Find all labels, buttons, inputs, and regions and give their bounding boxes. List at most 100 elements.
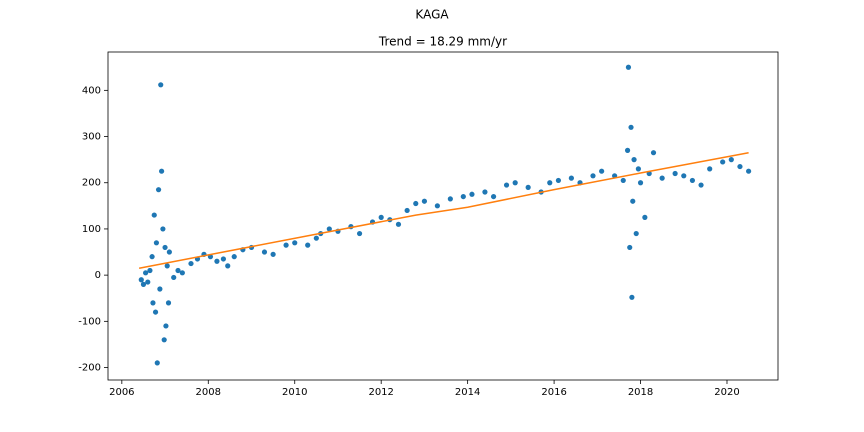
x-tick-label: 2006	[109, 387, 134, 398]
data-point	[469, 191, 475, 197]
data-point	[270, 251, 276, 257]
data-point	[413, 200, 419, 207]
axes-title: Trend = 18.29 mm/yr	[378, 35, 507, 49]
data-point	[140, 281, 147, 287]
data-point	[143, 270, 149, 276]
data-point	[555, 177, 562, 184]
data-point	[292, 240, 298, 246]
x-tick-label: 2012	[368, 387, 393, 398]
data-point	[283, 242, 289, 248]
data-point	[147, 267, 153, 274]
y-tick-label: 200	[82, 178, 101, 189]
y-tick-label: 0	[95, 270, 101, 281]
data-point	[599, 168, 605, 174]
data-point	[737, 163, 743, 170]
data-point	[378, 214, 384, 220]
data-point	[151, 212, 157, 218]
data-point	[214, 258, 220, 264]
data-point	[512, 180, 518, 186]
data-point	[490, 193, 497, 200]
data-point	[421, 198, 428, 204]
y-tick-label: -200	[78, 363, 101, 374]
data-point	[175, 267, 181, 274]
data-point	[163, 323, 169, 329]
data-point	[179, 270, 185, 276]
data-point	[150, 300, 156, 306]
data-point	[746, 168, 752, 174]
data-point	[637, 180, 644, 186]
data-point	[650, 150, 657, 156]
data-point	[659, 175, 665, 181]
y-tick-label: 400	[82, 85, 101, 96]
data-point	[434, 203, 440, 209]
data-point	[159, 168, 165, 174]
x-tick-label: 2020	[714, 387, 739, 398]
data-point	[672, 170, 678, 177]
data-point	[313, 235, 319, 241]
data-point	[162, 244, 168, 251]
data-point	[145, 279, 151, 285]
data-point	[171, 274, 177, 281]
data-point	[404, 207, 410, 214]
data-point	[627, 244, 633, 251]
data-point	[161, 337, 167, 343]
data-point	[158, 82, 164, 88]
y-tick-label: 100	[82, 224, 101, 235]
x-tick-label: 2014	[455, 387, 480, 398]
data-point	[629, 294, 635, 300]
data-point	[460, 193, 466, 200]
data-point	[698, 182, 704, 188]
x-tick-label: 2016	[541, 387, 566, 398]
axes-frame	[107, 51, 779, 381]
data-point	[154, 360, 160, 366]
data-point	[447, 196, 453, 202]
data-point	[326, 226, 332, 232]
data-point	[568, 175, 574, 181]
data-point	[642, 214, 648, 220]
x-tick-label: 2010	[282, 387, 307, 398]
data-point	[356, 230, 363, 237]
data-point	[590, 173, 596, 179]
x-tick-label: 2008	[196, 387, 221, 398]
data-point	[225, 263, 231, 269]
data-point	[160, 226, 166, 232]
data-point	[164, 263, 170, 269]
data-point	[166, 249, 172, 255]
x-tick-label: 2018	[628, 387, 653, 398]
data-point	[220, 256, 227, 262]
data-point	[633, 230, 639, 237]
data-point	[395, 221, 402, 227]
trend-line	[138, 151, 749, 269]
data-point	[153, 240, 160, 246]
data-point	[188, 260, 194, 267]
data-point	[231, 254, 237, 260]
data-point	[482, 189, 488, 195]
data-point	[681, 173, 687, 179]
data-point	[305, 242, 311, 248]
data-point	[635, 166, 641, 172]
data-point	[628, 124, 634, 130]
data-point	[547, 180, 553, 186]
data-point	[149, 254, 155, 260]
y-tick-label: -100	[78, 316, 101, 327]
y-tick-label: 300	[82, 132, 101, 143]
data-point	[620, 177, 626, 184]
data-point	[503, 182, 510, 188]
data-point	[157, 286, 163, 292]
data-point	[625, 64, 632, 70]
data-point	[152, 309, 159, 315]
figure-title: KAGA	[415, 8, 449, 22]
data-point	[165, 300, 172, 306]
data-point	[728, 157, 734, 163]
data-point	[630, 198, 636, 204]
data-point	[631, 157, 637, 163]
data-point	[155, 187, 162, 193]
data-point	[525, 184, 531, 190]
data-point	[707, 166, 713, 172]
data-point	[624, 147, 631, 153]
data-point	[138, 277, 144, 283]
data-point	[720, 159, 726, 165]
data-point	[689, 177, 696, 184]
data-point	[261, 249, 268, 255]
